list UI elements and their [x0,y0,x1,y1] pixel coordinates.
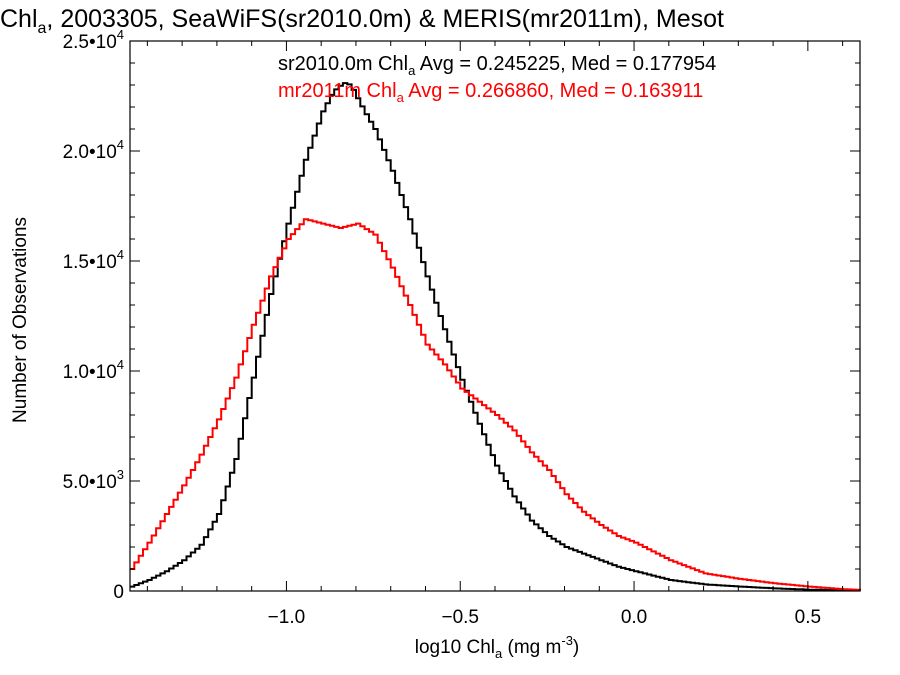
y-tick-label: 2.0•104 [63,137,124,163]
x-tick-label: −1.0 [268,607,306,628]
x-tick-label: −0.5 [441,607,479,628]
y-tick-label: 0 [113,582,124,603]
series-stat-sr2010: sr2010.0m Chla Avg = 0.245225, Med = 0.1… [278,53,716,78]
plot-area: −1.0 −0.5 0.0 0.5 0 5.0•103 1.0•104 1.5•104 2.0•… [63,27,861,628]
x-tick-label: 0.0 [621,607,647,628]
plot-frame [129,40,861,592]
y-tick-label: 2.5•104 [63,27,124,53]
x-tick-label: 0.5 [795,607,821,628]
series-line-mr2011m [130,218,861,591]
y-axis-label: Number of Observations [10,217,31,423]
series-line-sr2010.0m [130,82,861,592]
y-tick-label: 5.0•103 [63,467,124,493]
y-tick-label: 1.0•104 [63,357,124,383]
y-tick-label: 1.5•104 [63,247,124,273]
x-axis-label: log10 Chla (mg m-3) [415,633,580,661]
chart-title: Chla, 2003305, SeaWiFS(sr2010.0m) & MERI… [0,5,724,37]
series-stat-mr2011: mr2011m Chla Avg = 0.266860, Med = 0.163… [278,80,703,105]
